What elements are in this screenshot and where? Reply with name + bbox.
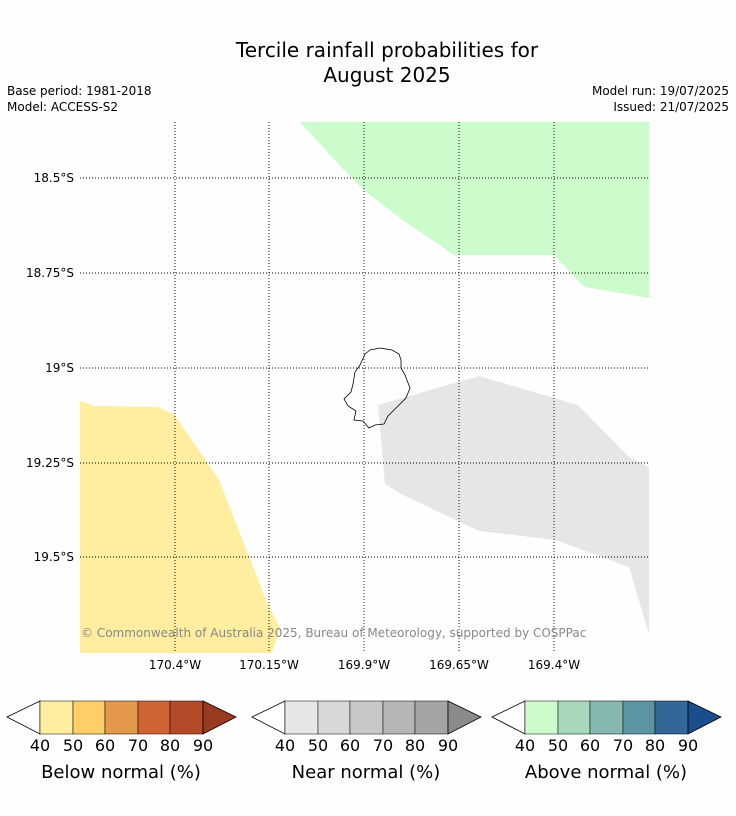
colorbar-segment (317, 700, 351, 735)
colorbar-tick: 50 (308, 736, 328, 755)
colorbar-segment (589, 700, 624, 735)
colorbar-tick: 70 (613, 736, 633, 755)
colorbar-segment (72, 700, 106, 735)
lon-label: 170.15°W (239, 658, 299, 672)
lon-label: 170.4°W (149, 658, 201, 672)
model-run: Model run: 19/07/2025 (591, 84, 729, 98)
colorbar-segment (524, 700, 559, 735)
lat-label: 18.75°S (26, 266, 74, 280)
colorbar-tick: 50 (548, 736, 568, 755)
colorbar-tick: 60 (95, 736, 115, 755)
colorbar-segment (39, 700, 74, 735)
colorbar-segment (284, 700, 319, 735)
lat-label: 19.25°S (26, 456, 74, 470)
colorbar-title: Below normal (%) (41, 762, 201, 783)
colorbar-extend-low (6, 700, 41, 735)
map-plot-area: 18.5°S 18.75°S 19°S 19.25°S 19.5°S 170.4… (26, 122, 649, 672)
colorbar-segment (104, 700, 139, 735)
colorbar-extend-high (447, 700, 482, 735)
colorbar-segment (557, 700, 591, 735)
colorbar-extend-low (491, 700, 526, 735)
colorbar-extend-low (251, 700, 286, 735)
region-below-normal (80, 401, 280, 653)
meta-right: Model run: 19/07/2025 Issued: 21/07/2025 (592, 83, 729, 115)
colorbar-segment (382, 700, 416, 735)
lat-label: 19°S (45, 361, 74, 375)
copyright-notice: © Commonwealth of Australia 2025, Bureau… (81, 626, 586, 640)
colorbar-tick: 70 (128, 736, 148, 755)
colorbar-segment (414, 700, 449, 735)
colorbar-tick: 60 (580, 736, 600, 755)
colorbar-tick: 80 (405, 736, 425, 755)
meta-left: Base period: 1981-2018 Model: ACCESS-S2 (7, 83, 152, 115)
colorbar-tick: 50 (63, 736, 83, 755)
region-near-normal (378, 376, 649, 634)
colorbar-near-normal: 40 50 60 70 80 90 Near normal (%) (251, 700, 482, 783)
colorbar-tick: 40 (30, 736, 50, 755)
lat-label: 19.5°S (34, 550, 74, 564)
colorbar-tick: 40 (515, 736, 535, 755)
island-outline (343, 347, 411, 429)
colorbar-tick: 80 (160, 736, 180, 755)
colorbar-title: Above normal (%) (525, 762, 687, 783)
colorbar-segment (137, 700, 171, 735)
model-name: Model: ACCESS-S2 (7, 100, 119, 114)
colorbar-segment (654, 700, 689, 735)
colorbar-tick: 40 (275, 736, 295, 755)
region-above-normal (300, 122, 649, 298)
issued-date: Issued: 21/07/2025 (613, 100, 729, 114)
title-line-2: August 2025 (323, 63, 451, 87)
colorbar-tick: 90 (678, 736, 698, 755)
lon-label: 169.4°W (528, 658, 580, 672)
lat-label: 18.5°S (34, 171, 74, 185)
colorbar-below-normal: 40 50 60 70 80 90 Below normal (%) (6, 700, 237, 783)
colorbar-segment (622, 700, 656, 735)
colorbar-extend-high (202, 700, 237, 735)
colorbar-segment (169, 700, 204, 735)
colorbar-tick: 80 (645, 736, 665, 755)
colorbar-above-normal: 40 50 60 70 80 90 Above normal (%) (491, 700, 722, 783)
title-line-1: Tercile rainfall probabilities for (235, 38, 539, 62)
lat-labels: 18.5°S 18.75°S 19°S 19.25°S 19.5°S (26, 171, 74, 564)
lon-labels: 170.4°W 170.15°W 169.9°W 169.65°W 169.4°… (149, 658, 580, 672)
colorbar-title: Near normal (%) (292, 762, 441, 783)
colorbar-tick: 90 (438, 736, 458, 755)
chart-title: Tercile rainfall probabilities for Augus… (0, 38, 736, 88)
colorbar-tick: 60 (340, 736, 360, 755)
base-period: Base period: 1981-2018 (7, 84, 152, 98)
lon-label: 169.65°W (429, 658, 489, 672)
colorbar-tick: 90 (193, 736, 213, 755)
colorbar-extend-high (687, 700, 722, 735)
colorbar-segment (349, 700, 384, 735)
colorbar-tick: 70 (373, 736, 393, 755)
lon-label: 169.9°W (338, 658, 390, 672)
